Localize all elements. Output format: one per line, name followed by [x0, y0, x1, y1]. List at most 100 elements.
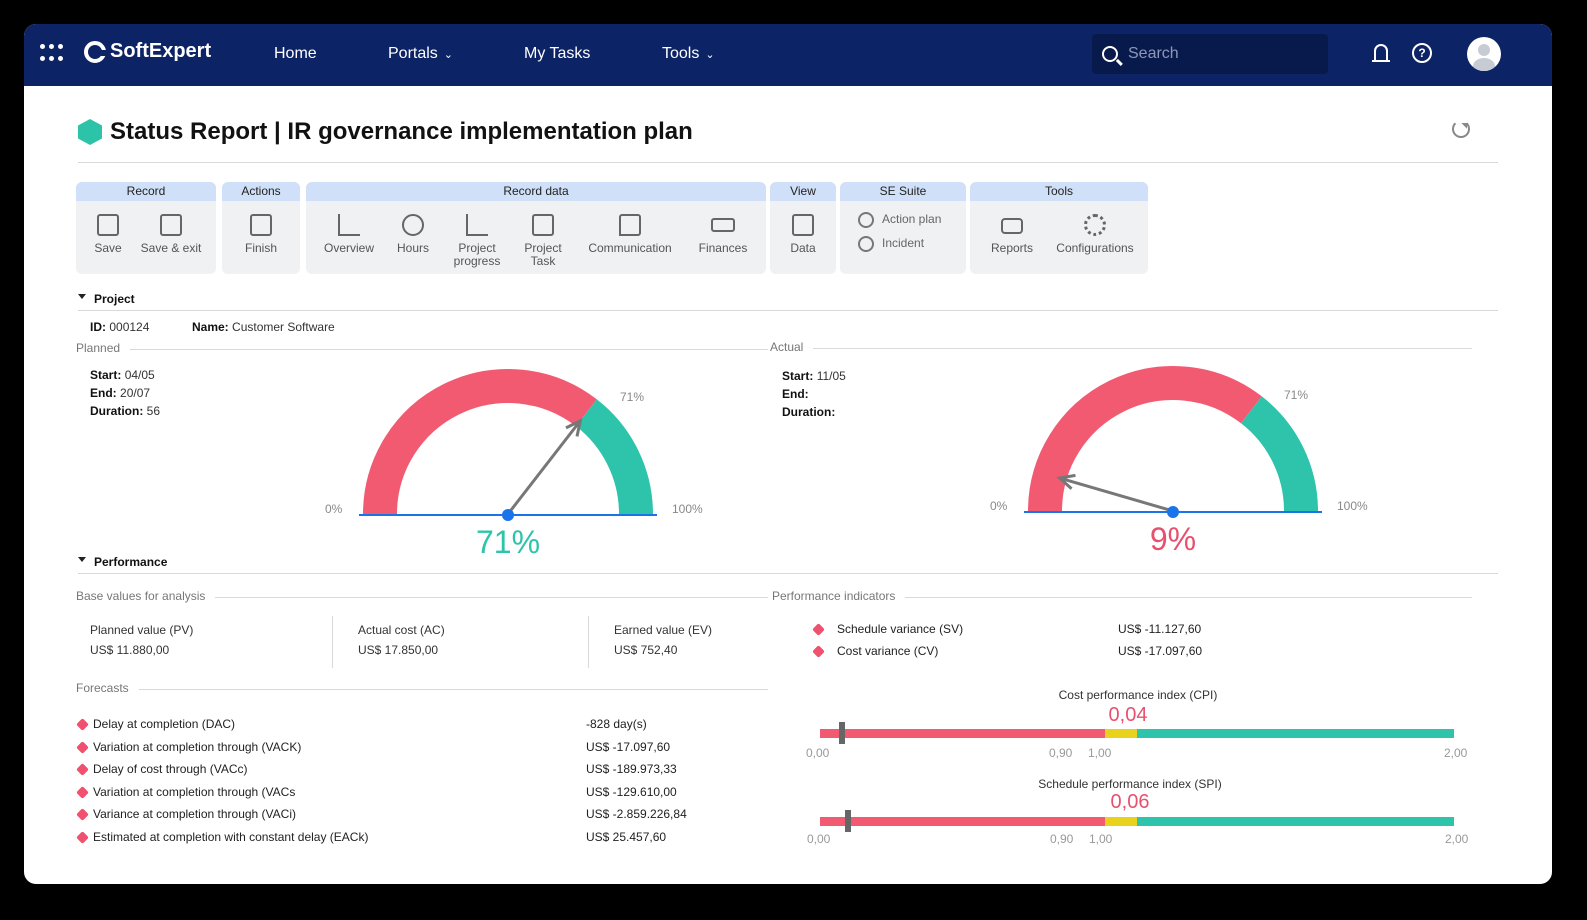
- nav-my-tasks[interactable]: My Tasks: [524, 45, 590, 63]
- planned-gauge-red-arc: [363, 369, 597, 515]
- spi-teal-segment: [1137, 817, 1454, 826]
- incident-button[interactable]: Incident: [858, 236, 924, 252]
- project-section-title: Project: [94, 292, 135, 306]
- actual-duration-label: Duration:: [782, 405, 836, 419]
- actual-gauge: [1024, 366, 1322, 518]
- app-window: SoftExpert Home Portals ⌄ My Tasks Tools ⌄…: [24, 24, 1552, 884]
- base-values-line: [78, 597, 768, 598]
- app-launcher-icon[interactable]: [40, 44, 64, 64]
- gear-icon: [1084, 214, 1106, 236]
- project-section-toggle[interactable]: Project: [78, 292, 135, 306]
- save-exit-label: Save & exit: [140, 241, 202, 255]
- project-progress-button[interactable]: Project progress: [446, 214, 508, 268]
- refresh-icon[interactable]: [1452, 120, 1470, 138]
- nav-my-tasks-label: My Tasks: [524, 45, 591, 62]
- forecast-row: Variation at completion through (VACK): [76, 740, 302, 754]
- forecast-row: Variance at completion through (VACi): [76, 807, 296, 821]
- project-progress-label: Project progress: [453, 241, 501, 268]
- notifications-bell-icon[interactable]: [1372, 44, 1390, 62]
- overview-label: Overview: [323, 241, 374, 255]
- reports-label: Reports: [990, 241, 1034, 255]
- planned-end-value: 20/07: [120, 386, 151, 400]
- performance-section-toggle[interactable]: Performance: [78, 555, 167, 569]
- forecasts-heading: Forecasts: [76, 681, 139, 695]
- spi-tick-090: 0,90: [1050, 832, 1074, 846]
- overview-button[interactable]: Overview: [318, 214, 380, 255]
- actual-start-label: Start:: [782, 369, 814, 383]
- red-diamond-icon: [76, 807, 89, 821]
- nav-home-label: Home: [274, 45, 317, 62]
- user-avatar[interactable]: [1467, 37, 1501, 71]
- base-separator: [588, 616, 589, 668]
- project-divider: [78, 310, 1498, 311]
- save-icon: [97, 214, 119, 236]
- project-task-button[interactable]: Project Task: [518, 214, 568, 268]
- finish-button[interactable]: Finish: [236, 214, 286, 255]
- nav-tools[interactable]: Tools ⌄: [662, 45, 715, 63]
- red-diamond-icon: [76, 830, 89, 844]
- ev-value: US$ 752,40: [614, 643, 678, 657]
- spi-yellow-segment: [1105, 817, 1137, 826]
- brand-logo[interactable]: SoftExpert: [84, 40, 211, 63]
- planned-start-value: 04/05: [124, 368, 155, 382]
- toolbar-group-view: View Data: [770, 182, 836, 274]
- planned-gauge-threshold: 71%: [620, 390, 645, 404]
- cv-value: US$ -17.097,60: [1118, 644, 1203, 658]
- action-plan-label: Action plan: [882, 212, 942, 227]
- search-input[interactable]: [1128, 45, 1308, 63]
- cpi-min-tick: 0,00: [806, 746, 830, 760]
- forecast-row: Variation at completion through (VACs: [76, 785, 295, 799]
- toolbar-group-actions: Actions Finish: [222, 182, 300, 274]
- communication-button[interactable]: Communication: [578, 214, 682, 255]
- planned-dates: Start: 04/05 End: 20/07 Duration: 56: [90, 366, 160, 420]
- configurations-button[interactable]: Configurations: [1050, 214, 1140, 255]
- finances-button[interactable]: Finances: [692, 214, 754, 255]
- data-button[interactable]: Data: [780, 214, 826, 255]
- forecast-value: US$ -2.859.226,84: [586, 807, 687, 821]
- communication-label: Communication: [588, 241, 672, 255]
- project-task-label: Project Task: [524, 241, 562, 268]
- chat-bubble-icon: [619, 214, 641, 236]
- finish-label: Finish: [244, 241, 277, 255]
- save-label: Save: [94, 241, 122, 255]
- cpi-teal-segment: [1137, 729, 1454, 738]
- save-exit-button[interactable]: Save & exit: [136, 214, 206, 255]
- planned-gauge-teal-arc: [575, 399, 653, 515]
- actual-line: [772, 348, 1472, 349]
- actual-heading: Actual: [770, 340, 814, 354]
- ev-label: Earned value (EV): [614, 623, 713, 637]
- data-label: Data: [790, 241, 816, 255]
- actual-dates: Start: 11/05 End: Duration:: [782, 367, 846, 421]
- cpi-red-segment: [820, 729, 1106, 738]
- cpi-bar: [820, 722, 1454, 744]
- save-button[interactable]: Save: [90, 214, 126, 255]
- red-diamond-icon: [76, 762, 89, 776]
- forecast-row: Delay at completion (DAC): [76, 717, 236, 731]
- sv-value: US$ -11.127,60: [1118, 622, 1202, 636]
- spi-bar: [820, 810, 1454, 832]
- help-icon[interactable]: ?: [1412, 43, 1432, 63]
- actual-percent: 9%: [1149, 521, 1197, 557]
- search-icon: [1102, 46, 1118, 62]
- performance-divider: [78, 573, 1498, 574]
- forecast-label: Variation at completion through (VACK): [93, 740, 302, 754]
- project-id-value: 000124: [109, 320, 150, 334]
- nav-home[interactable]: Home: [274, 45, 317, 63]
- spi-title: Schedule performance index (SPI): [1038, 777, 1222, 791]
- alert-icon: [858, 236, 874, 252]
- action-plan-button[interactable]: Action plan: [858, 212, 941, 228]
- cpi-yellow-segment: [1105, 729, 1137, 738]
- chevron-down-icon: ⌄: [443, 48, 454, 61]
- money-icon: [711, 218, 735, 232]
- forecast-label: Delay at completion (DAC): [93, 717, 236, 731]
- reports-button[interactable]: Reports: [984, 214, 1040, 255]
- cpi-title: Cost performance index (CPI): [1058, 688, 1218, 702]
- red-diamond-icon: [76, 740, 89, 754]
- nav-portals[interactable]: Portals ⌄: [388, 45, 453, 63]
- hours-button[interactable]: Hours: [388, 214, 438, 255]
- ev-block: Earned value (EV) US$ 752,40: [614, 620, 712, 660]
- cpi-marker: [838, 722, 845, 744]
- spi-max-tick: 2,00: [1445, 832, 1469, 846]
- page-title: Status Report | IR governance implementa…: [110, 118, 693, 145]
- planned-duration-label: Duration:: [90, 404, 144, 418]
